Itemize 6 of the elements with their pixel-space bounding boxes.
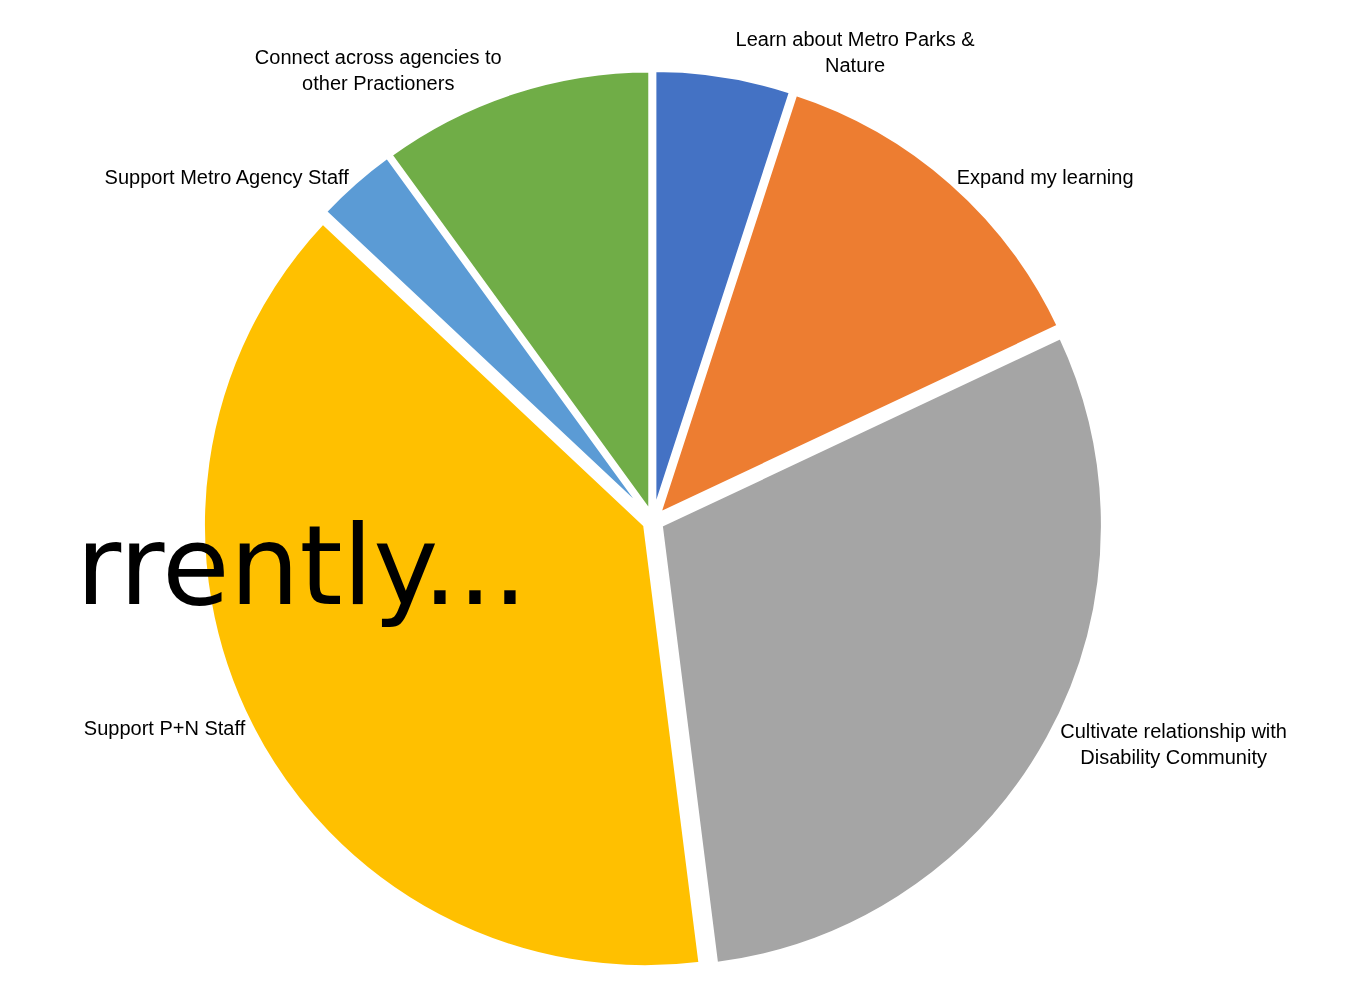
slice-label: Expand my learning	[956, 165, 1134, 188]
slice-label: Cultivate relationship with Disability Community	[1060, 719, 1287, 768]
slice-label: Support P+N Staff	[83, 717, 246, 740]
slice-label: Support Metro Agency Staff	[104, 165, 350, 188]
slice-label: Learn about Metro Parks & Nature	[735, 28, 976, 77]
slice-label: Connect across agencies to other Practioners	[254, 46, 502, 95]
